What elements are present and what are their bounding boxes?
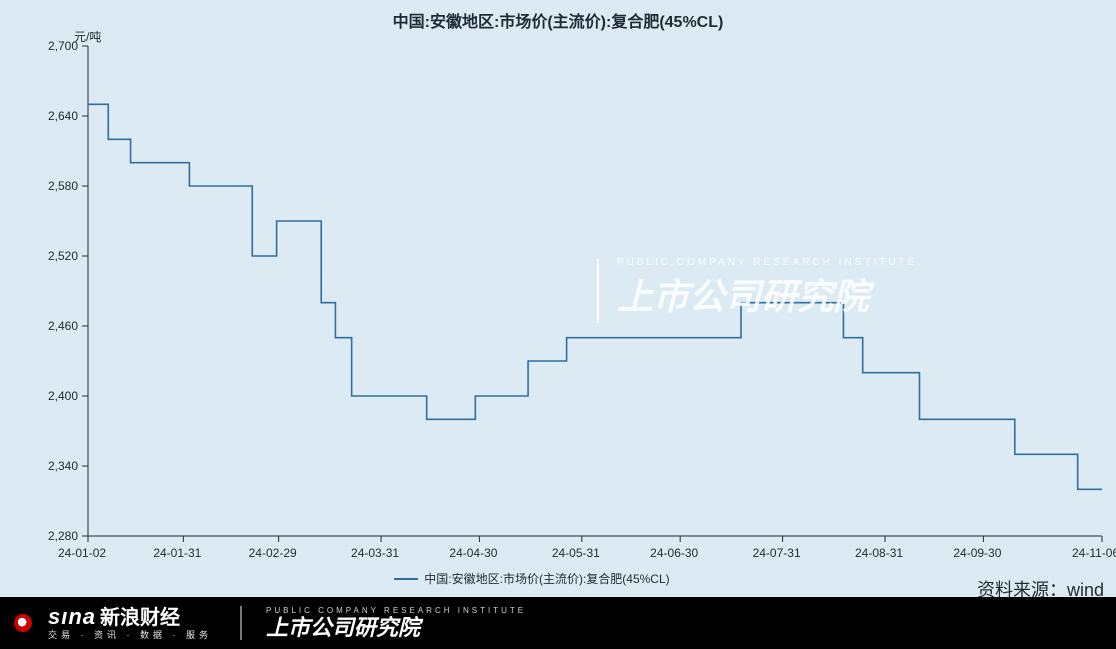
chart-title: 中国:安徽地区:市场价(主流价):复合肥(45%CL) [0, 8, 1116, 32]
y-tick-label: 2,520 [48, 249, 78, 263]
y-tick-label: 2,580 [48, 179, 78, 193]
x-tick-label: 24-02-29 [249, 546, 297, 560]
footer-sina-block: sına 新浪财经 交易 · 资讯 · 数据 · 服务 [48, 606, 212, 640]
y-tick-label: 2,460 [48, 319, 78, 333]
x-tick-label: 24-04-30 [449, 546, 497, 560]
legend-label: 中国:安徽地区:市场价(主流价):复合肥(45%CL) [424, 570, 669, 587]
x-tick-label: 24-01-31 [153, 546, 201, 560]
footer-left: sına 新浪财经 交易 · 资讯 · 数据 · 服务 PUBLIC COMPA… [0, 606, 526, 640]
footer-institute: PUBLIC COMPANY RESEARCH INSTITUTE 上市公司研究… [266, 607, 526, 639]
chart-svg [0, 0, 1116, 597]
y-axis-unit: 元/吨 [74, 28, 101, 45]
footer-institute-en: PUBLIC COMPANY RESEARCH INSTITUTE [266, 607, 526, 615]
chart-container: 中国:安徽地区:市场价(主流价):复合肥(45%CL) 元/吨 2,280 2,3… [0, 0, 1116, 649]
legend-swatch [394, 578, 418, 580]
footer-bar: sına 新浪财经 交易 · 资讯 · 数据 · 服务 PUBLIC COMPA… [0, 597, 1116, 649]
y-tick-label: 2,340 [48, 459, 78, 473]
x-tick-label: 24-01-02 [58, 546, 106, 560]
footer-sina-cn: 新浪财经 [100, 608, 180, 628]
footer-institute-cn: 上市公司研究院 [266, 617, 526, 639]
x-tick-label: 24-09-30 [953, 546, 1001, 560]
x-tick-label: 24-11-06 [1072, 546, 1116, 560]
x-tick-label: 24-06-30 [650, 546, 698, 560]
x-tick-label: 24-07-31 [753, 546, 801, 560]
y-tick-label: 2,280 [48, 529, 78, 543]
y-tick-label: 2,640 [48, 109, 78, 123]
sina-eye-icon [14, 614, 32, 632]
x-tick-label: 24-03-31 [351, 546, 399, 560]
footer-sina-logo-text: sına [48, 606, 96, 628]
footer-divider [240, 606, 242, 640]
legend: 中国:安徽地区:市场价(主流价):复合肥(45%CL) [394, 570, 669, 587]
footer-sina-sub: 交易 · 资讯 · 数据 · 服务 [48, 631, 212, 640]
x-tick-label: 24-08-31 [855, 546, 903, 560]
y-tick-label: 2,400 [48, 389, 78, 403]
y-tick-label: 2,700 [48, 39, 78, 53]
x-tick-label: 24-05-31 [552, 546, 600, 560]
